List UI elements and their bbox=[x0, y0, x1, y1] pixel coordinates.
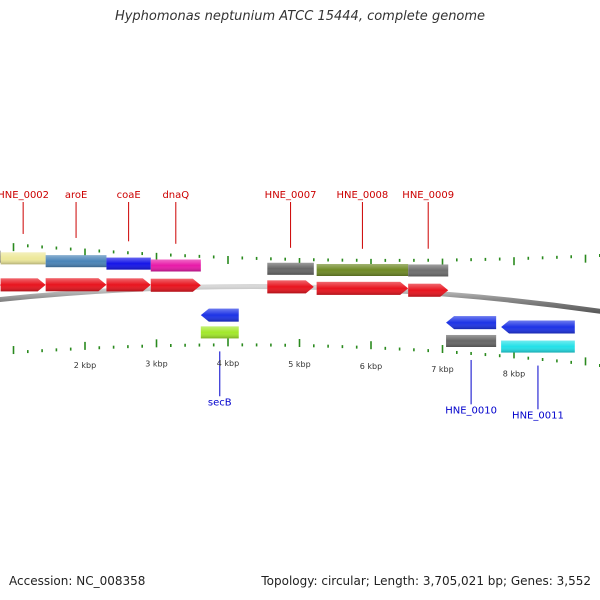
cog-box-shading-hne_0009 bbox=[408, 264, 449, 277]
scale-label-3-kbp: 3 kbp bbox=[145, 359, 167, 368]
gene-label-aroe: aroE bbox=[65, 190, 87, 201]
forward-gene-arrow-dnaq-shading bbox=[150, 278, 201, 292]
gene-label-hne_0002: HNE_0002 bbox=[0, 190, 49, 201]
cog-box-shading-coae bbox=[106, 257, 151, 270]
reverse-gene-arrow-hne_0011-shading bbox=[501, 320, 575, 334]
cog-box-shading-secb bbox=[200, 326, 239, 339]
reverse-strand-genes bbox=[200, 308, 575, 334]
forward-gene-arrow-hne_0007-shading bbox=[267, 280, 314, 294]
gene-label-dnaq: dnaQ bbox=[162, 190, 189, 201]
cog-box-shading-aroe bbox=[45, 255, 107, 268]
gene-labels: HNE_0002 aroE coaE dnaQ HNE_0007 HNE_0008 HNE_… bbox=[0, 190, 564, 421]
scale-label-7-kbp: 7 kbp bbox=[431, 365, 453, 374]
forward-strand-genes bbox=[0, 278, 449, 297]
accession-text: Accession: NC_008358 bbox=[9, 574, 146, 588]
cog-box-shading-hne_0007 bbox=[267, 262, 314, 275]
forward-gene-arrow-hne_0002-shading bbox=[0, 278, 46, 292]
page-title: Hyphomonas neptunium ATCC 15444, complet… bbox=[114, 9, 486, 24]
cog-box-shading-dnaq bbox=[150, 259, 201, 272]
genome-summary-text: Topology: circular; Length: 3,705,021 bp… bbox=[261, 574, 591, 588]
gene-label-hne_0007: HNE_0007 bbox=[265, 190, 317, 201]
reverse-gene-arrow-secb-shading bbox=[200, 308, 239, 322]
cog-box-shading-hne_0008 bbox=[316, 263, 409, 276]
scale-labels: 2 kbp 3 kbp 4 kbp 5 kbp 6 kbp 7 kbp 8 kbp bbox=[74, 359, 525, 378]
gene-label-coae: coaE bbox=[117, 190, 141, 201]
cog-box-shading-hne_0010 bbox=[446, 334, 497, 347]
gene-label-hne_0009: HNE_0009 bbox=[402, 190, 454, 201]
cog-box-shading-unlabeled-0 bbox=[0, 250, 1, 263]
forward-gene-arrow-unlabeled-0-shading bbox=[0, 284, 1, 286]
scale-label-5-kbp: 5 kbp bbox=[288, 360, 310, 369]
gene-label-hne_0011: HNE_0011 bbox=[512, 410, 564, 421]
scale-label-4-kbp: 4 kbp bbox=[217, 359, 239, 368]
inner-tick-marks bbox=[12, 338, 600, 367]
cog-category-boxes bbox=[0, 250, 575, 353]
forward-gene-arrow-aroe-shading bbox=[45, 278, 107, 292]
gene-label-hne_0008: HNE_0008 bbox=[337, 190, 389, 201]
gene-label-secb: secB bbox=[208, 397, 232, 408]
scale-label-2-kbp: 2 kbp bbox=[74, 361, 96, 370]
cog-box-shading-hne_0011 bbox=[501, 340, 575, 353]
forward-gene-arrow-coae-shading bbox=[106, 278, 151, 292]
gene-label-hne_0010: HNE_0010 bbox=[445, 405, 497, 416]
scale-label-8-kbp: 8 kbp bbox=[503, 369, 525, 378]
forward-gene-arrow-hne_0008-shading bbox=[316, 281, 409, 295]
scale-label-6-kbp: 6 kbp bbox=[360, 362, 382, 371]
cog-box-shading-hne_0002 bbox=[0, 252, 46, 265]
reverse-gene-arrow-hne_0010-shading bbox=[446, 316, 497, 330]
forward-gene-arrow-hne_0009-shading bbox=[408, 283, 449, 297]
